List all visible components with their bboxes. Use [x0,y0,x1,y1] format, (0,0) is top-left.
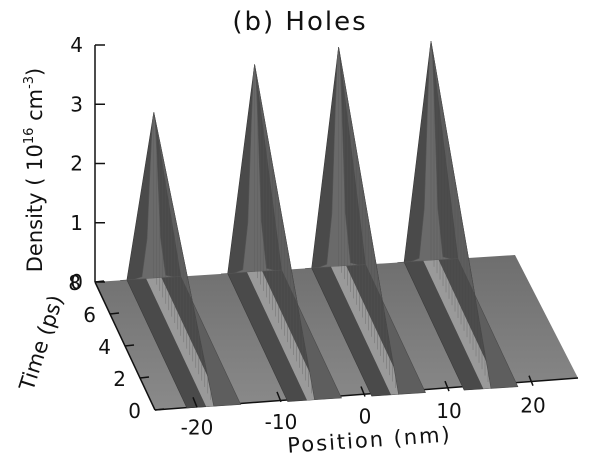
y-tick-label-2: 4 [98,335,111,359]
z-tick-label-1: 1 [70,211,83,235]
z-axis-label-exponent-1: 16 [22,128,37,145]
y-tick-mark-4 [94,280,105,283]
x-tick-label-0: -20 [181,415,214,439]
x-tick-mark-3 [444,380,450,392]
y-tick-label-1: 2 [113,367,126,391]
x-tick-mark-0 [192,397,198,408]
x-tick-mark-4 [528,375,534,386]
y-tick-mark-3 [109,312,120,315]
x-tick-mark-2 [360,386,366,397]
z-tick-label-4: 4 [70,33,83,57]
z-tick-label-3: 3 [70,92,83,116]
z-axis-label-unit: cm [23,89,47,128]
x-tick-mark-1 [276,391,282,403]
y-tick-label-3: 6 [83,303,96,327]
z-tick-label-0: 0 [70,270,83,294]
x-tick-label-1: -10 [265,410,298,434]
z-axis-label-prefix: Density ( 10 [23,144,47,272]
z-axis-label-suffix: ) [23,68,47,76]
z-axis-label: Density ( 1016 cm-3) [22,68,47,273]
density-peak-0 [120,112,242,409]
y-tick-label-0: 0 [128,399,141,423]
y-tick-mark-0 [154,408,165,411]
y-axis-label: Time (ps) [14,292,68,394]
density-peak-3 [397,41,519,391]
y-tick-mark-2 [124,344,135,347]
density-peak-2 [304,47,426,397]
chart-title: (b) Holes [232,7,367,37]
x-tick-label-4: 20 [520,394,545,418]
x-axis-label: Position (nm) [287,422,453,456]
density-peaks [120,41,519,409]
y-tick-label-4: 8 [68,271,81,295]
x-axis-ticks: -20 -10 0 10 20 [181,375,546,439]
density-peak-1 [220,64,342,402]
y-tick-mark-1 [139,376,150,379]
z-axis-ticks: 0 1 2 3 4 [70,33,105,294]
x-tick-label-2: 0 [359,405,372,429]
z-tick-label-2: 2 [70,152,83,176]
x-tick-label-3: 10 [436,399,461,423]
z-axis-label-exponent-2: -3 [22,76,37,89]
